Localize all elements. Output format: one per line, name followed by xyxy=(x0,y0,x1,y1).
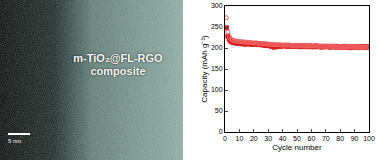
svg-text:50: 50 xyxy=(293,135,301,142)
svg-text:50: 50 xyxy=(215,107,223,114)
svg-text:200: 200 xyxy=(211,44,223,51)
svg-text:250: 250 xyxy=(211,23,223,30)
svg-text:30: 30 xyxy=(264,135,272,142)
svg-text:10: 10 xyxy=(236,135,244,142)
svg-text:20: 20 xyxy=(250,135,258,142)
svg-text:300: 300 xyxy=(211,2,223,9)
svg-text:80: 80 xyxy=(336,135,344,142)
svg-text:0: 0 xyxy=(219,128,223,135)
svg-text:150: 150 xyxy=(211,65,223,72)
svg-text:90: 90 xyxy=(351,135,359,142)
svg-text:100: 100 xyxy=(211,86,223,93)
svg-text:40: 40 xyxy=(279,135,287,142)
svg-text:Capacity (mAh g⁻¹): Capacity (mAh g⁻¹) xyxy=(200,35,209,103)
svg-text:60: 60 xyxy=(308,135,316,142)
svg-text:Cycle number: Cycle number xyxy=(272,143,322,152)
svg-text:100: 100 xyxy=(363,135,375,142)
svg-text:70: 70 xyxy=(322,135,330,142)
html-text:m-TiO₂@FL-RGO composite: m-TiO₂@FL-RGO composite xyxy=(73,52,163,77)
html-text:5 nm: 5 nm xyxy=(8,138,22,144)
svg-text:0: 0 xyxy=(223,135,227,142)
